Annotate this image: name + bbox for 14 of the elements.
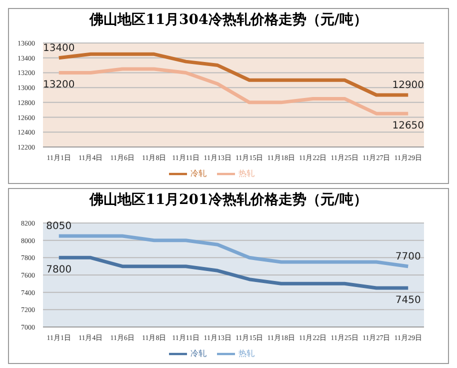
legend-label: 冷轧 [190, 348, 206, 358]
chart-title: 佛山地区11月304冷热轧价格走势（元/吨） [88, 11, 368, 30]
data-label: 12650 [392, 120, 424, 132]
data-label: 7700 [395, 251, 421, 262]
data-label: 13400 [42, 42, 75, 54]
legend-label: 热轧 [238, 348, 254, 358]
data-label: 7800 [46, 264, 72, 276]
data-label: 8050 [46, 221, 72, 232]
data-label: 7450 [395, 295, 421, 306]
legend-label: 冷轧 [190, 168, 206, 178]
data-label: 13200 [42, 80, 75, 91]
data-label: 12900 [392, 80, 424, 91]
chart-title: 佛山地区11月201冷热轧价格走势（元/吨） [88, 191, 368, 210]
legend-label: 热轧 [238, 168, 254, 178]
